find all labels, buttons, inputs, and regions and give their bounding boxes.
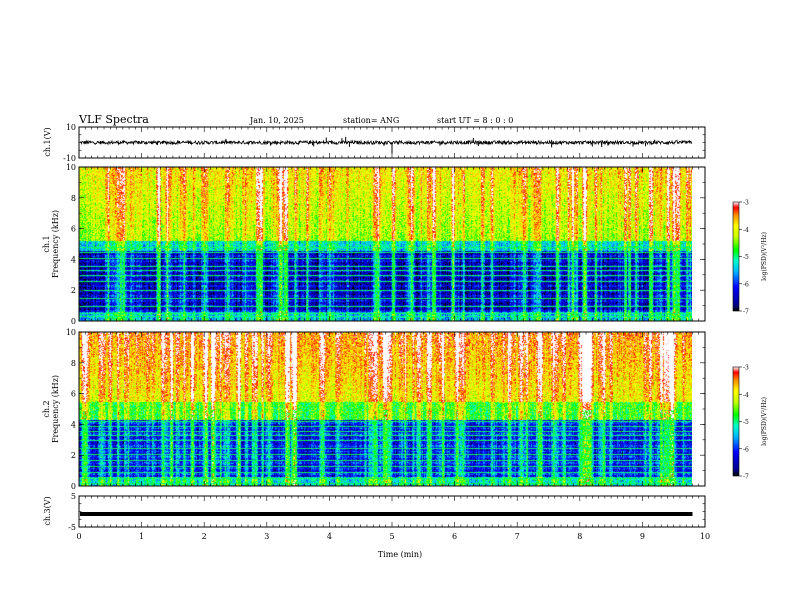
y-tick-label: 6 [71,390,76,399]
x-tick-label: 6 [452,532,457,541]
colorbar-tick-label: -7 [743,474,749,481]
ch2-spectrogram-ylabel: ch.2 [42,400,51,417]
x-tick-label: 9 [640,532,645,541]
x-tick-label: 7 [515,532,520,541]
time-axis-label: Time (min) [378,550,422,559]
y-tick-label: 8 [71,194,76,203]
ch1-spectrogram-ylabel: ch.1 [42,235,51,252]
x-tick-label: 2 [202,532,207,541]
y-tick-label: 2 [71,286,76,295]
ch2-spectrogram-ylabel-frequency: Frequency (kHz) [51,375,60,443]
colorbar-tick-label: -6 [743,281,749,288]
y-tick-label: 5 [71,492,76,501]
x-tick-label: 8 [577,532,582,541]
colorbar-gradient [733,367,739,476]
y-tick-label: 4 [71,420,76,429]
figure-title: VLF Spectra [78,113,149,126]
ch1-waveform-panel: 10 -10 ch.1(V) [43,123,705,163]
y-tick-label: 4 [71,255,76,264]
colorbar-tick-label: -3 [743,200,749,207]
x-tick-label: 5 [389,532,394,541]
x-tick-label: 10 [700,532,710,541]
station-label: station= ANG [343,116,399,125]
start-ut-label: start UT = 8 : 0 : 0 [437,116,513,125]
ch1-spectrogram-panel: 0 2 4 6 8 10 ch.1 Frequency (kHz) [42,163,705,326]
ch1-waveform-line [80,139,692,146]
y-tick-label: 10 [66,163,76,172]
x-tick-label: 4 [327,532,332,541]
colorbar-tick-label: -4 [743,392,749,399]
ch3-waveform-ticks: 0 1 2 3 4 5 6 7 8 9 10 5 -5 [68,492,710,541]
colorbar-gradient [733,202,739,311]
ch1-spectrogram-ylabel-frequency: Frequency (kHz) [51,210,60,278]
colorbar-tick-label: -4 [743,227,749,234]
ch3-waveform-panel: 0 1 2 3 4 5 6 7 8 9 10 5 -5 ch.3(V) Time (min) [43,492,710,559]
colorbar-label: log(PSD)(V²/Hz) [761,397,768,446]
ch2-spectrogram-panel: 0 2 4 6 8 10 ch.2 Frequency (kHz) [42,328,705,491]
y-tick-label: 0 [71,317,76,326]
x-tick-label: 0 [76,532,81,541]
colorbar-tick-label: -6 [743,446,749,453]
y-tick-label: 2 [71,451,76,460]
y-tick-label: 10 [66,123,76,132]
ch1-waveform-trace [80,137,692,153]
ch1-colorbar: -3 -4 -5 -6 -7 log(PSD)(V²/Hz) [733,200,768,316]
x-tick-label: 3 [264,532,269,541]
y-tick-label: -10 [63,154,76,163]
spectrogram-image [79,332,692,486]
x-tick-label: 1 [139,532,144,541]
y-tick-label: 6 [71,225,76,234]
ch2-spectrogram-image [79,332,692,486]
y-tick-label: 8 [71,359,76,368]
y-tick-label: 0 [71,482,76,491]
ch1-spectrogram-image [79,167,692,321]
spectrogram-image [79,167,692,321]
ch1-waveform-ylabel: ch.1(V) [43,127,52,156]
colorbar-tick-label: -5 [743,419,749,426]
colorbar-tick-label: -3 [743,365,749,372]
colorbar-label: log(PSD)(V²/Hz) [761,232,768,281]
ch3-waveform-ylabel: ch.3(V) [43,496,52,525]
date-label: Jan. 10, 2025 [249,116,304,125]
colorbar-tick-label: -7 [743,309,749,316]
y-tick-label: 10 [66,328,76,337]
ch2-colorbar: -3 -4 -5 -6 -7 log(PSD)(V²/Hz) [733,365,768,481]
colorbar-tick-label: -5 [743,254,749,261]
y-tick-label: -5 [68,523,76,532]
